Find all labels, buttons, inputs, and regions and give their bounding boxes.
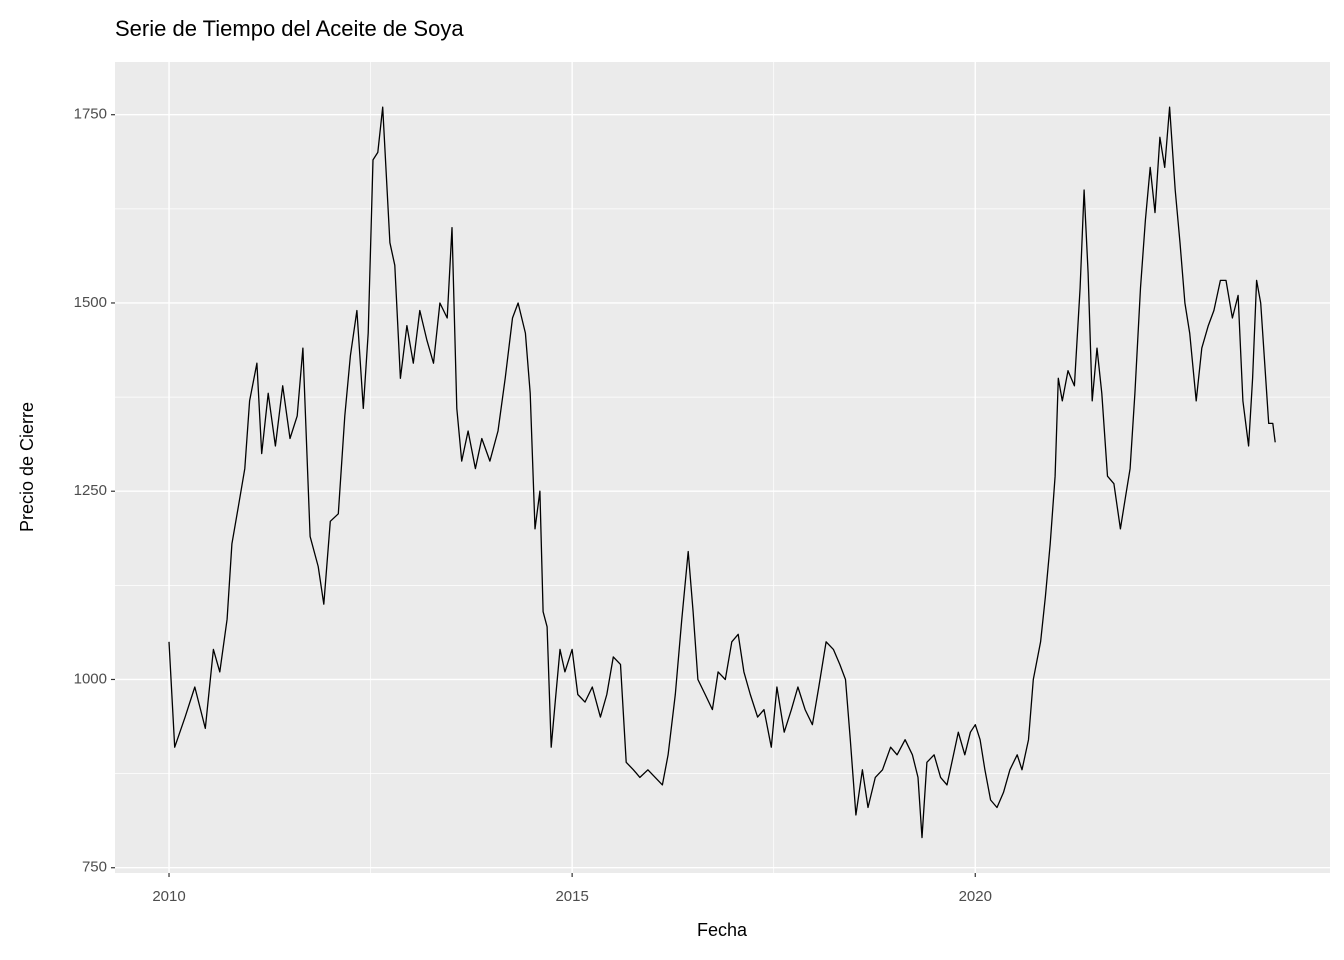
x-tick-label: 2015 — [555, 888, 588, 905]
y-tick-label: 1500 — [74, 294, 107, 311]
y-tick-label: 750 — [82, 859, 107, 876]
y-tick-label: 1750 — [74, 106, 107, 123]
chart-title: Serie de Tiempo del Aceite de Soya — [115, 16, 464, 41]
x-tick-label: 2010 — [152, 888, 185, 905]
y-tick-label: 1250 — [74, 482, 107, 499]
price-line — [168, 106, 1276, 839]
y-tick-label: 1000 — [74, 670, 107, 687]
y-axis-title: Precio de Cierre — [17, 402, 37, 532]
x-axis-title: Fecha — [697, 920, 748, 940]
x-tick-label: 2020 — [959, 888, 992, 905]
panel — [115, 62, 1330, 873]
